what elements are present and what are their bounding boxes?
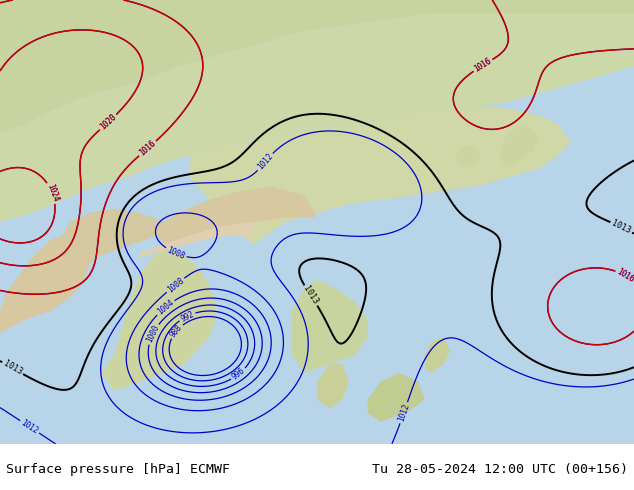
Polygon shape: [501, 124, 539, 169]
Polygon shape: [0, 235, 95, 333]
Text: 1016: 1016: [615, 267, 634, 285]
Polygon shape: [63, 209, 165, 257]
Text: 1013: 1013: [2, 359, 23, 377]
Text: 1012: 1012: [256, 152, 275, 172]
Polygon shape: [190, 106, 571, 244]
Text: 1016: 1016: [473, 57, 493, 74]
Polygon shape: [0, 0, 634, 133]
Text: 996: 996: [230, 367, 247, 382]
Polygon shape: [456, 147, 482, 169]
Text: 992: 992: [179, 309, 195, 323]
Text: 1008: 1008: [165, 245, 186, 261]
Polygon shape: [139, 222, 254, 257]
Polygon shape: [152, 187, 317, 244]
Text: 1016: 1016: [615, 267, 634, 285]
Text: 1016: 1016: [138, 139, 157, 158]
Polygon shape: [101, 248, 216, 391]
Text: 1004: 1004: [155, 298, 176, 317]
Polygon shape: [368, 373, 425, 422]
Text: 1024: 1024: [45, 183, 60, 203]
Text: 1016: 1016: [138, 139, 157, 158]
Text: 1020: 1020: [98, 113, 118, 132]
Polygon shape: [317, 364, 349, 409]
Text: 1000: 1000: [145, 324, 161, 344]
Text: 1024: 1024: [45, 183, 60, 203]
Text: 1008: 1008: [165, 276, 185, 294]
Polygon shape: [425, 338, 450, 373]
Text: Tu 28-05-2024 12:00 UTC (00+156): Tu 28-05-2024 12:00 UTC (00+156): [372, 463, 628, 476]
Text: 988: 988: [169, 323, 184, 339]
Polygon shape: [0, 13, 634, 222]
Text: 1013: 1013: [302, 285, 320, 306]
Text: 1012: 1012: [396, 403, 411, 423]
Text: Surface pressure [hPa] ECMWF: Surface pressure [hPa] ECMWF: [6, 463, 230, 476]
Text: 1020: 1020: [98, 113, 118, 132]
Text: 1012: 1012: [20, 418, 40, 436]
Polygon shape: [292, 280, 368, 373]
Text: 1013: 1013: [611, 219, 632, 236]
Text: 1016: 1016: [473, 57, 493, 74]
